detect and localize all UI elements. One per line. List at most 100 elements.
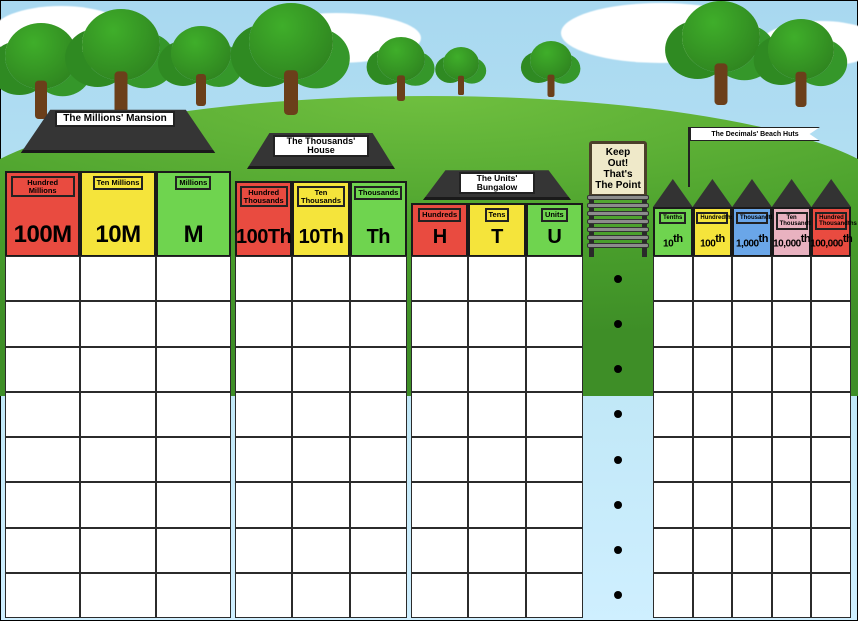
grid-cell[interactable]: [526, 256, 583, 301]
grid-cell[interactable]: [411, 392, 468, 437]
grid-cell[interactable]: [811, 482, 851, 527]
grid-cell[interactable]: [80, 392, 155, 437]
grid-cell[interactable]: [468, 392, 525, 437]
grid-cell[interactable]: [732, 437, 772, 482]
grid-cell[interactable]: [156, 347, 231, 392]
grid-cell[interactable]: [292, 482, 349, 527]
grid-cell[interactable]: [350, 482, 407, 527]
grid-cell[interactable]: [732, 528, 772, 573]
grid-cell[interactable]: [653, 528, 693, 573]
grid-cell[interactable]: [693, 528, 733, 573]
grid-cell[interactable]: [235, 437, 292, 482]
grid-cell[interactable]: [526, 528, 583, 573]
grid-cell[interactable]: [80, 482, 155, 527]
grid-cell[interactable]: [811, 301, 851, 346]
grid-cell[interactable]: [80, 528, 155, 573]
grid-cell[interactable]: [80, 301, 155, 346]
grid-cell[interactable]: [5, 347, 80, 392]
grid-cell[interactable]: [156, 301, 231, 346]
grid-cell[interactable]: [411, 573, 468, 618]
grid-cell[interactable]: [772, 256, 812, 301]
grid-cell[interactable]: [653, 347, 693, 392]
grid-cell[interactable]: [350, 528, 407, 573]
grid-cell[interactable]: [80, 437, 155, 482]
grid-cell[interactable]: [411, 482, 468, 527]
grid-cell[interactable]: [526, 573, 583, 618]
grid-cell[interactable]: [156, 528, 231, 573]
grid-cell[interactable]: [732, 573, 772, 618]
grid-cell[interactable]: [526, 301, 583, 346]
grid-cell[interactable]: [156, 482, 231, 527]
grid-cell[interactable]: [156, 437, 231, 482]
grid-cell[interactable]: [693, 482, 733, 527]
grid-cell[interactable]: [468, 573, 525, 618]
grid-cell[interactable]: [653, 437, 693, 482]
grid-cell[interactable]: [732, 392, 772, 437]
grid-cell[interactable]: [80, 573, 155, 618]
grid-cell[interactable]: [772, 482, 812, 527]
grid-cell[interactable]: [468, 347, 525, 392]
grid-cell[interactable]: [811, 528, 851, 573]
grid-cell[interactable]: [653, 482, 693, 527]
grid-cell[interactable]: [235, 573, 292, 618]
grid-cell[interactable]: [772, 301, 812, 346]
grid-cell[interactable]: [5, 573, 80, 618]
grid-cell[interactable]: [811, 392, 851, 437]
grid-cell[interactable]: [235, 347, 292, 392]
grid-cell[interactable]: [156, 573, 231, 618]
grid-cell[interactable]: [292, 573, 349, 618]
grid-cell[interactable]: [235, 392, 292, 437]
grid-cell[interactable]: [526, 437, 583, 482]
grid-cell[interactable]: [80, 347, 155, 392]
grid-cell[interactable]: [292, 301, 349, 346]
grid-cell[interactable]: [292, 347, 349, 392]
grid-cell[interactable]: [411, 528, 468, 573]
grid-cell[interactable]: [772, 573, 812, 618]
grid-cell[interactable]: [235, 256, 292, 301]
grid-cell[interactable]: [292, 437, 349, 482]
grid-cell[interactable]: [5, 528, 80, 573]
grid-cell[interactable]: [292, 256, 349, 301]
grid-cell[interactable]: [468, 482, 525, 527]
grid-cell[interactable]: [732, 301, 772, 346]
grid-cell[interactable]: [5, 392, 80, 437]
grid-cell[interactable]: [235, 528, 292, 573]
grid-cell[interactable]: [526, 482, 583, 527]
grid-cell[interactable]: [653, 573, 693, 618]
grid-cell[interactable]: [653, 301, 693, 346]
grid-cell[interactable]: [526, 392, 583, 437]
grid-cell[interactable]: [693, 437, 733, 482]
grid-cell[interactable]: [693, 347, 733, 392]
grid-cell[interactable]: [5, 437, 80, 482]
grid-cell[interactable]: [811, 573, 851, 618]
grid-cell[interactable]: [693, 573, 733, 618]
grid-cell[interactable]: [411, 256, 468, 301]
grid-cell[interactable]: [468, 256, 525, 301]
grid-cell[interactable]: [411, 301, 468, 346]
grid-cell[interactable]: [811, 256, 851, 301]
grid-cell[interactable]: [693, 256, 733, 301]
grid-cell[interactable]: [732, 256, 772, 301]
grid-cell[interactable]: [80, 256, 155, 301]
grid-cell[interactable]: [411, 347, 468, 392]
grid-cell[interactable]: [350, 437, 407, 482]
grid-cell[interactable]: [811, 347, 851, 392]
grid-cell[interactable]: [772, 392, 812, 437]
grid-cell[interactable]: [653, 256, 693, 301]
grid-cell[interactable]: [772, 528, 812, 573]
grid-cell[interactable]: [732, 347, 772, 392]
grid-cell[interactable]: [156, 392, 231, 437]
grid-cell[interactable]: [468, 528, 525, 573]
grid-cell[interactable]: [235, 482, 292, 527]
grid-cell[interactable]: [5, 482, 80, 527]
grid-cell[interactable]: [156, 256, 231, 301]
grid-cell[interactable]: [653, 392, 693, 437]
grid-cell[interactable]: [350, 392, 407, 437]
grid-cell[interactable]: [350, 347, 407, 392]
grid-cell[interactable]: [772, 347, 812, 392]
grid-cell[interactable]: [350, 573, 407, 618]
grid-cell[interactable]: [411, 437, 468, 482]
grid-cell[interactable]: [811, 437, 851, 482]
grid-cell[interactable]: [772, 437, 812, 482]
grid-cell[interactable]: [693, 301, 733, 346]
